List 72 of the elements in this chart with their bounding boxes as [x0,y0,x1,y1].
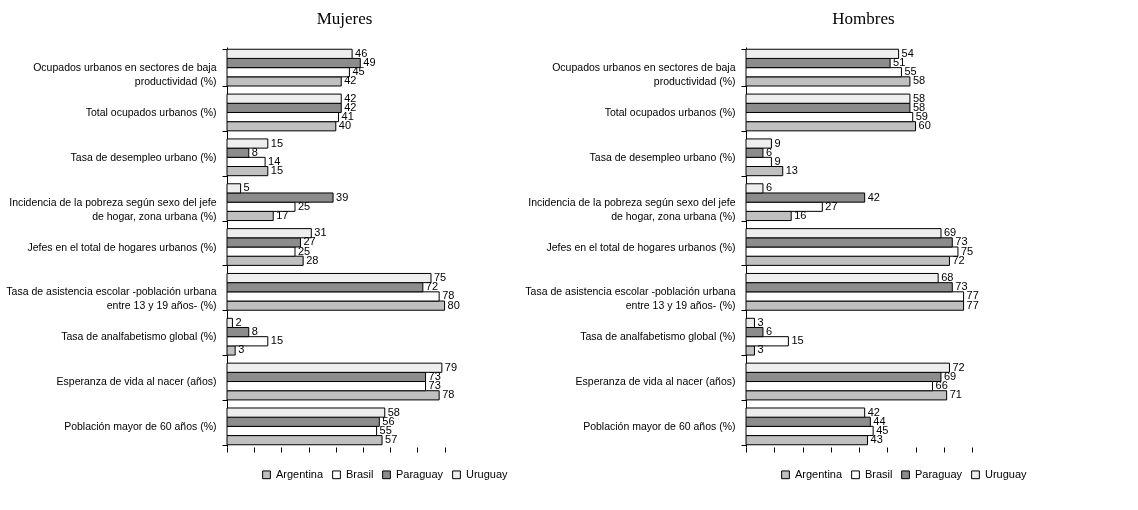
data-label: 54 [901,46,914,59]
data-label: 72 [952,360,965,373]
data-label: 15 [791,334,804,347]
data-label: 3 [238,343,245,356]
data-label: 14 [268,154,281,167]
data-label: 6 [765,325,773,338]
data-label: 78 [442,388,455,401]
data-label: 49 [363,56,376,69]
y-tick-label: Incidencia de la pobreza según sexo del jefe de hogar, zona urbana (%) [9,195,217,222]
data-label: 69 [943,226,957,239]
y-tick-label: Incidencia de la pobreza según sexo del jefe de hogar, zona urbana (%) [528,195,736,222]
data-label: 73 [428,369,441,382]
data-label: 27 [825,199,838,212]
data-label: 43 [870,433,883,446]
y-tick-label: Tasa de desempleo urbano (%) [70,150,217,163]
y-tick-label: Tasa de desempleo urbano (%) [589,150,736,163]
legend-label: Paraguay [915,467,963,480]
data-label: 9 [774,136,781,149]
data-label: 42 [867,190,880,203]
data-label: 13 [785,164,798,177]
legend-label: Argentina [276,467,324,480]
data-label: 57 [385,433,398,446]
y-tick-label: Población mayor de 60 años (%) [64,419,217,432]
data-label: 31 [314,226,327,239]
data-label: 71 [949,388,962,401]
legend-label: Uruguay [466,467,509,480]
data-label: 5 [243,181,250,194]
legend-label: Argentina [795,467,843,480]
data-label: 8 [251,145,258,158]
data-label: 42 [867,405,880,418]
data-label: 58 [912,91,926,104]
data-label: 42 [344,91,357,104]
data-label: 16 [794,208,807,221]
data-label: 3 [757,315,764,328]
data-label: 6 [765,181,773,194]
data-label: 6 [765,145,773,158]
data-label: 15 [270,334,284,347]
data-label: 73 [428,379,441,392]
y-tick-label: Esperanza de vida al nacer (años) [575,375,736,388]
data-label: 15 [270,136,284,149]
data-label: 46 [355,46,368,59]
data-label: 68 [941,271,954,284]
data-label: 51 [893,56,906,69]
y-tick-label: Esperanza de vida al nacer (años) [56,375,217,388]
y-tick-label: Jefes en el total de hogares urbanos (%) [27,240,217,253]
legend-label: Paraguay [396,467,444,480]
y-tick-label: Jefes en el total de hogares urbanos (%) [546,240,736,253]
legend-label: Brasil [865,467,893,480]
y-tick-label: Tasa de analfabetismo global (%) [580,330,736,343]
y-tick-label: Ocupados urbanos en sectores de baja productividad (%) [33,61,217,88]
chart-title: Hombres [832,9,895,28]
y-tick-label: Población mayor de 60 años (%) [583,419,736,432]
data-label: 58 [387,405,400,418]
y-tick-label: Tasa de asistencia escolar -población urbana entre 13 y 19 años- (%) [6,285,217,312]
data-label: 3 [757,343,764,356]
chart-title: Mujeres [316,9,373,28]
y-tick-label: Tasa de analfabetismo global (%) [61,330,217,343]
y-tick-label: Total ocupados urbanos (%) [85,105,217,118]
data-label: 79 [444,360,458,373]
data-label: 73 [955,280,968,293]
data-label: 2 [235,315,242,328]
data-label: 39 [336,190,349,203]
data-label: 9 [774,154,781,167]
y-tick-label: Total ocupados urbanos (%) [604,105,736,118]
legend-label: Brasil [346,467,374,480]
y-tick-label: Ocupados urbanos en sectores de baja productividad (%) [552,61,736,88]
data-label: 15 [270,164,284,177]
data-label: 8 [251,325,258,338]
data-label: 25 [298,199,311,212]
data-label: 17 [276,208,289,221]
y-tick-label: Tasa de asistencia escolar -población urbana entre 13 y 19 años- (%) [525,285,736,312]
legend-label: Uruguay [985,467,1028,480]
